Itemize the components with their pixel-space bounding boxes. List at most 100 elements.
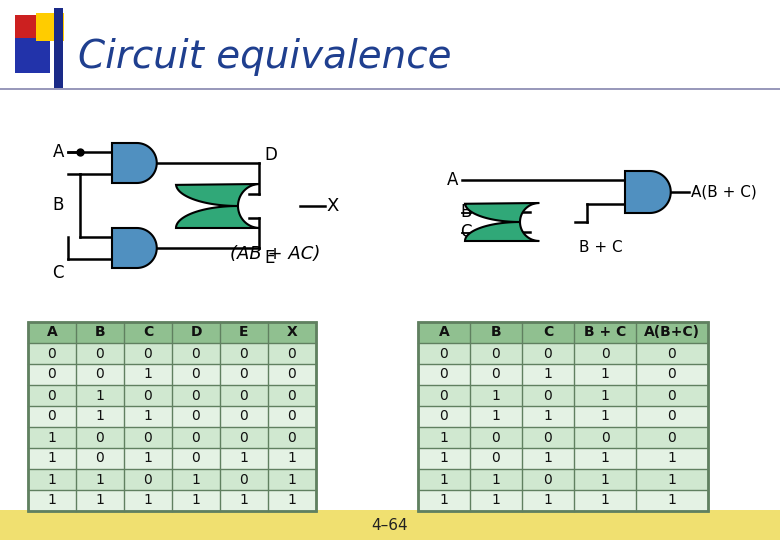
Bar bbox=[28, 406, 316, 427]
Text: 1: 1 bbox=[491, 388, 501, 402]
Text: 0: 0 bbox=[288, 430, 296, 444]
Text: 0: 0 bbox=[544, 347, 552, 361]
Text: 1: 1 bbox=[601, 388, 609, 402]
Bar bbox=[15, 15, 50, 50]
Text: 0: 0 bbox=[491, 347, 501, 361]
Bar bbox=[418, 490, 708, 511]
Text: 0: 0 bbox=[48, 347, 56, 361]
Text: 0: 0 bbox=[544, 472, 552, 487]
Text: B: B bbox=[491, 326, 502, 340]
Bar bbox=[418, 364, 708, 385]
Text: 0: 0 bbox=[601, 347, 609, 361]
Text: 0: 0 bbox=[239, 472, 248, 487]
Text: B: B bbox=[94, 326, 105, 340]
Text: 1: 1 bbox=[288, 494, 296, 508]
Bar bbox=[418, 343, 708, 364]
Bar bbox=[418, 385, 708, 406]
Text: 0: 0 bbox=[96, 451, 105, 465]
Text: 0: 0 bbox=[668, 409, 676, 423]
Text: 1: 1 bbox=[491, 409, 501, 423]
Bar bbox=[28, 343, 316, 364]
Text: 1: 1 bbox=[144, 368, 152, 381]
Text: 0: 0 bbox=[491, 451, 501, 465]
Text: 4–64: 4–64 bbox=[372, 517, 408, 532]
Text: 1: 1 bbox=[48, 451, 56, 465]
Text: C: C bbox=[543, 326, 553, 340]
Text: C: C bbox=[52, 264, 64, 282]
Bar bbox=[418, 322, 708, 511]
Bar bbox=[28, 448, 316, 469]
Text: 1: 1 bbox=[440, 494, 448, 508]
Text: 0: 0 bbox=[491, 430, 501, 444]
Text: 1: 1 bbox=[601, 368, 609, 381]
Text: 0: 0 bbox=[288, 409, 296, 423]
Text: 0: 0 bbox=[668, 368, 676, 381]
Text: D: D bbox=[264, 146, 277, 164]
Polygon shape bbox=[176, 184, 260, 228]
Text: B + C: B + C bbox=[579, 240, 622, 255]
Text: 1: 1 bbox=[668, 494, 676, 508]
Bar bbox=[0, 510, 780, 540]
Text: 1: 1 bbox=[96, 494, 105, 508]
Bar bbox=[28, 427, 316, 448]
Text: 0: 0 bbox=[288, 347, 296, 361]
Text: 0: 0 bbox=[48, 409, 56, 423]
Text: 0: 0 bbox=[668, 388, 676, 402]
Text: 1: 1 bbox=[491, 494, 501, 508]
Text: 0: 0 bbox=[239, 388, 248, 402]
Text: 0: 0 bbox=[192, 388, 200, 402]
Text: 0: 0 bbox=[144, 347, 152, 361]
Text: C: C bbox=[460, 223, 472, 241]
Text: A: A bbox=[47, 326, 58, 340]
Bar bbox=[36, 13, 64, 41]
Text: 1: 1 bbox=[288, 472, 296, 487]
Text: 0: 0 bbox=[48, 388, 56, 402]
Text: 1: 1 bbox=[48, 494, 56, 508]
Text: A: A bbox=[52, 143, 64, 161]
Text: 0: 0 bbox=[144, 388, 152, 402]
Text: 1: 1 bbox=[440, 430, 448, 444]
Bar bbox=[28, 469, 316, 490]
Text: 0: 0 bbox=[668, 347, 676, 361]
Text: 1: 1 bbox=[48, 472, 56, 487]
Text: 1: 1 bbox=[239, 451, 249, 465]
Text: (AB + AC): (AB + AC) bbox=[230, 245, 321, 263]
Bar bbox=[28, 364, 316, 385]
Text: 1: 1 bbox=[440, 472, 448, 487]
Text: 0: 0 bbox=[96, 368, 105, 381]
Text: 0: 0 bbox=[192, 430, 200, 444]
Text: 0: 0 bbox=[192, 451, 200, 465]
Text: 1: 1 bbox=[288, 451, 296, 465]
Text: 1: 1 bbox=[544, 409, 552, 423]
Text: 1: 1 bbox=[192, 472, 200, 487]
Text: B: B bbox=[52, 197, 64, 214]
Bar bbox=[418, 469, 708, 490]
Text: 0: 0 bbox=[544, 430, 552, 444]
Text: 0: 0 bbox=[288, 388, 296, 402]
Text: 0: 0 bbox=[192, 347, 200, 361]
Bar bbox=[28, 322, 316, 511]
Polygon shape bbox=[465, 203, 539, 241]
Text: 0: 0 bbox=[239, 430, 248, 444]
Text: 1: 1 bbox=[544, 368, 552, 381]
Text: 1: 1 bbox=[668, 451, 676, 465]
Text: 0: 0 bbox=[96, 347, 105, 361]
Bar bbox=[15, 38, 50, 73]
Text: 0: 0 bbox=[144, 430, 152, 444]
Text: 1: 1 bbox=[491, 472, 501, 487]
Text: 1: 1 bbox=[544, 451, 552, 465]
Text: B: B bbox=[461, 203, 472, 221]
Bar bbox=[418, 322, 708, 343]
Text: 0: 0 bbox=[440, 347, 448, 361]
Bar bbox=[418, 406, 708, 427]
Polygon shape bbox=[112, 228, 157, 268]
Text: 1: 1 bbox=[96, 472, 105, 487]
Text: D: D bbox=[190, 326, 202, 340]
Text: 0: 0 bbox=[239, 409, 248, 423]
Text: 0: 0 bbox=[544, 388, 552, 402]
Text: 0: 0 bbox=[288, 368, 296, 381]
Bar bbox=[28, 322, 316, 343]
Bar bbox=[418, 427, 708, 448]
Text: E: E bbox=[239, 326, 249, 340]
Polygon shape bbox=[112, 143, 157, 183]
